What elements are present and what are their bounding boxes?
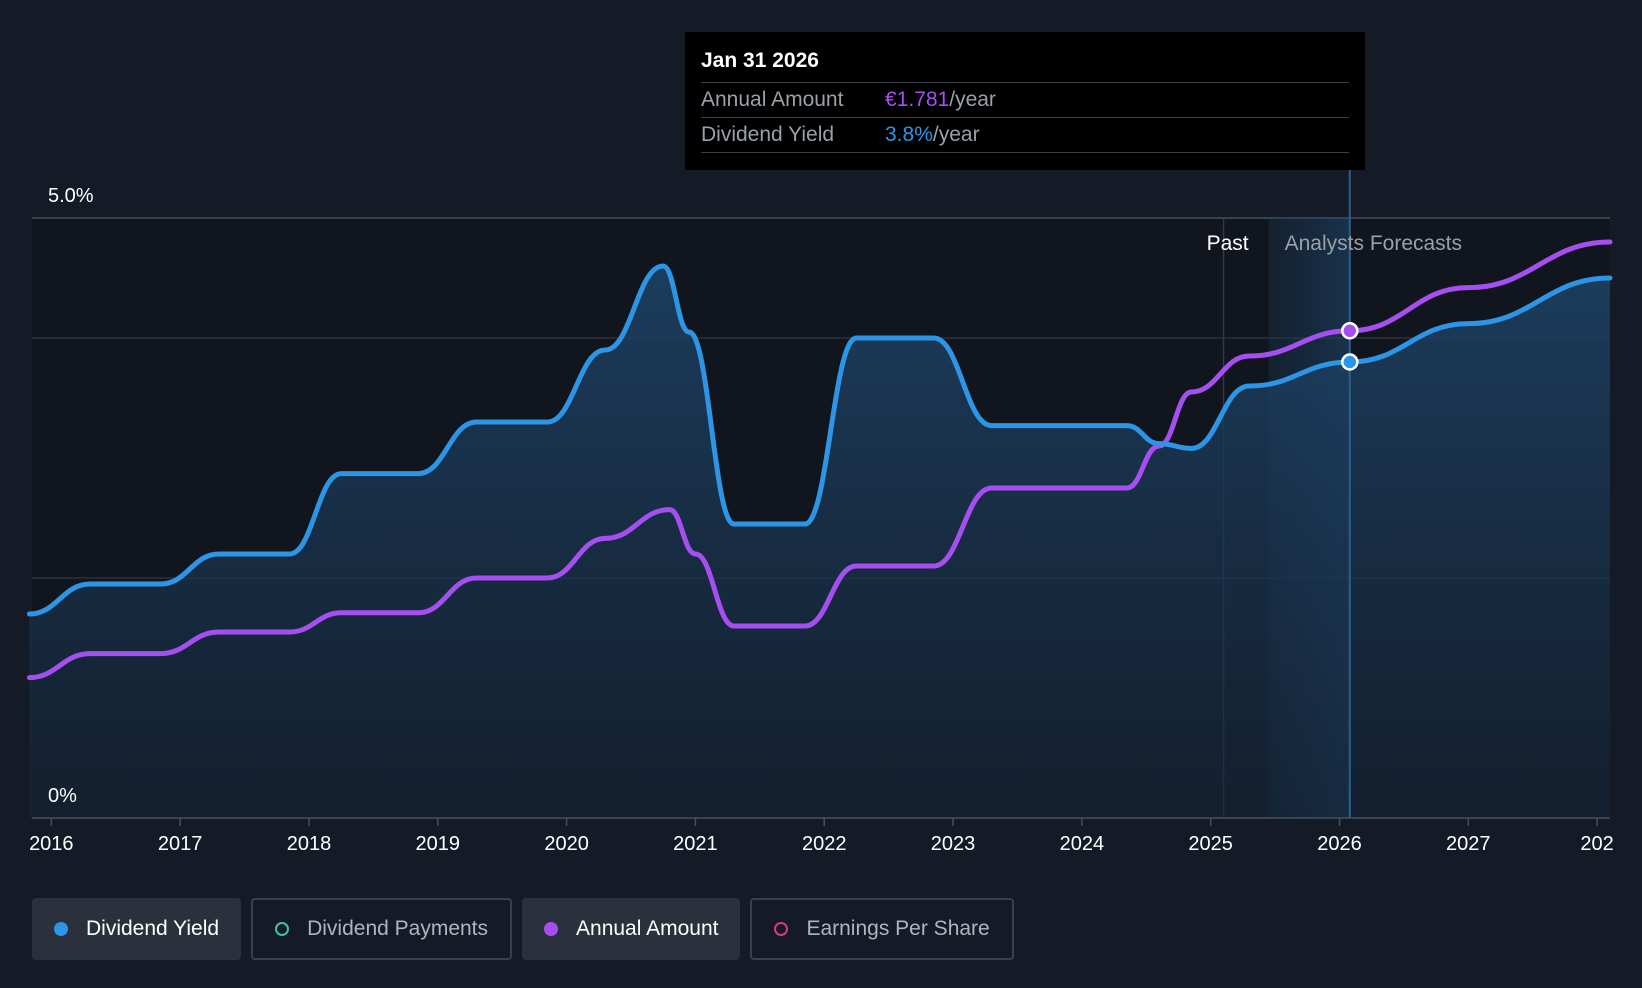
filled-circle-icon — [544, 922, 559, 936]
x-tick-label: 2026 — [1317, 833, 1362, 855]
tooltip-row-dividend-yield: Dividend Yield 3.8%/year — [701, 118, 1349, 153]
x-tick-label: 2018 — [287, 833, 332, 855]
y-label-top: 5.0% — [48, 185, 94, 207]
legend-dividend-yield[interactable]: Dividend Yield — [32, 898, 242, 960]
hover-markers — [1341, 322, 1359, 371]
hollow-circle-icon — [774, 922, 789, 936]
x-tick-label: 2021 — [673, 833, 718, 855]
legend-label: Annual Amount — [576, 917, 719, 940]
tooltip-label: Dividend Yield — [701, 123, 835, 146]
legend-annual-amount[interactable]: Annual Amount — [522, 898, 741, 960]
x-tick-label: 2027 — [1446, 833, 1491, 855]
y-label-bottom: 0% — [48, 785, 77, 807]
tooltip-unit: /year — [932, 123, 980, 146]
annual-amount-marker — [1341, 322, 1359, 340]
tooltip-value: 3.8% — [885, 123, 933, 146]
annual-amount-line — [26, 239, 1613, 681]
x-tick-label: 2017 — [158, 833, 203, 855]
forecast-label: Analysts Forecasts — [1285, 232, 1462, 255]
legend-dividend-payments[interactable]: Dividend Payments — [251, 898, 513, 960]
series-lines — [26, 239, 1613, 681]
tooltip-unit: /year — [949, 88, 996, 111]
x-tick-label: 202 — [1580, 833, 1613, 855]
tooltip-label: Annual Amount — [701, 88, 844, 111]
tooltip-date: Jan 31 2026 — [701, 46, 1349, 83]
past-label: Past — [1207, 232, 1249, 255]
filled-circle-icon — [54, 922, 68, 936]
x-ticks: 2016 2017 2018 2019 2020 2021 2022 2023 2024 2025… — [29, 818, 1614, 855]
x-tick-label: 2025 — [1188, 833, 1233, 855]
dividend-yield-area — [29, 266, 1610, 818]
x-tick-label: 2020 — [544, 833, 589, 855]
legend-label: Dividend Payments — [307, 917, 489, 940]
tooltip: Jan 31 2026 Annual Amount €1.781/year Div… — [685, 32, 1365, 170]
legend-label: Earnings Per Share — [806, 917, 990, 940]
hollow-circle-icon — [275, 922, 290, 936]
y-labels: 5.0% 0% — [48, 185, 94, 807]
legend: Dividend Yield Dividend Payments Annual … — [32, 898, 1014, 960]
tooltip-value: €1.781 — [885, 88, 950, 111]
legend-earnings-per-share[interactable]: Earnings Per Share — [750, 898, 1014, 960]
dividend-yield-line — [26, 263, 1613, 617]
dividend-yield-marker — [1341, 353, 1359, 371]
legend-label: Dividend Yield — [86, 917, 220, 940]
tooltip-row-annual-amount: Annual Amount €1.781/year — [701, 83, 1349, 118]
x-tick-label: 2016 — [29, 833, 74, 855]
x-tick-label: 2023 — [931, 833, 976, 855]
x-tick-label: 2019 — [416, 833, 461, 855]
x-tick-label: 2022 — [802, 833, 847, 855]
x-tick-label: 2024 — [1060, 833, 1105, 855]
